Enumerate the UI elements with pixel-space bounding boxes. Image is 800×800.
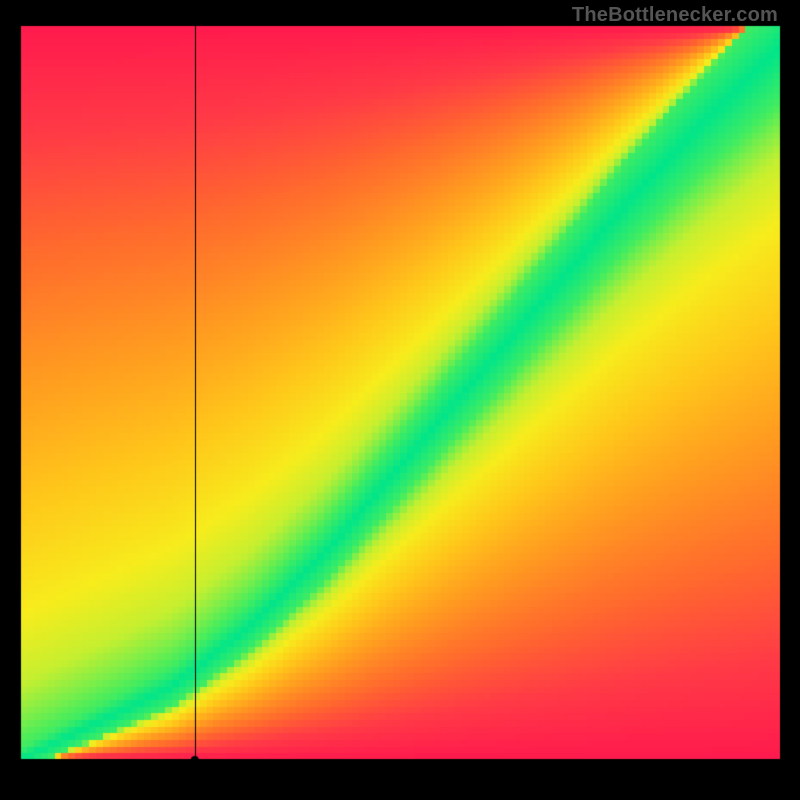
watermark-text: TheBottlenecker.com [572, 4, 778, 27]
bottleneck-heatmap [0, 0, 800, 800]
